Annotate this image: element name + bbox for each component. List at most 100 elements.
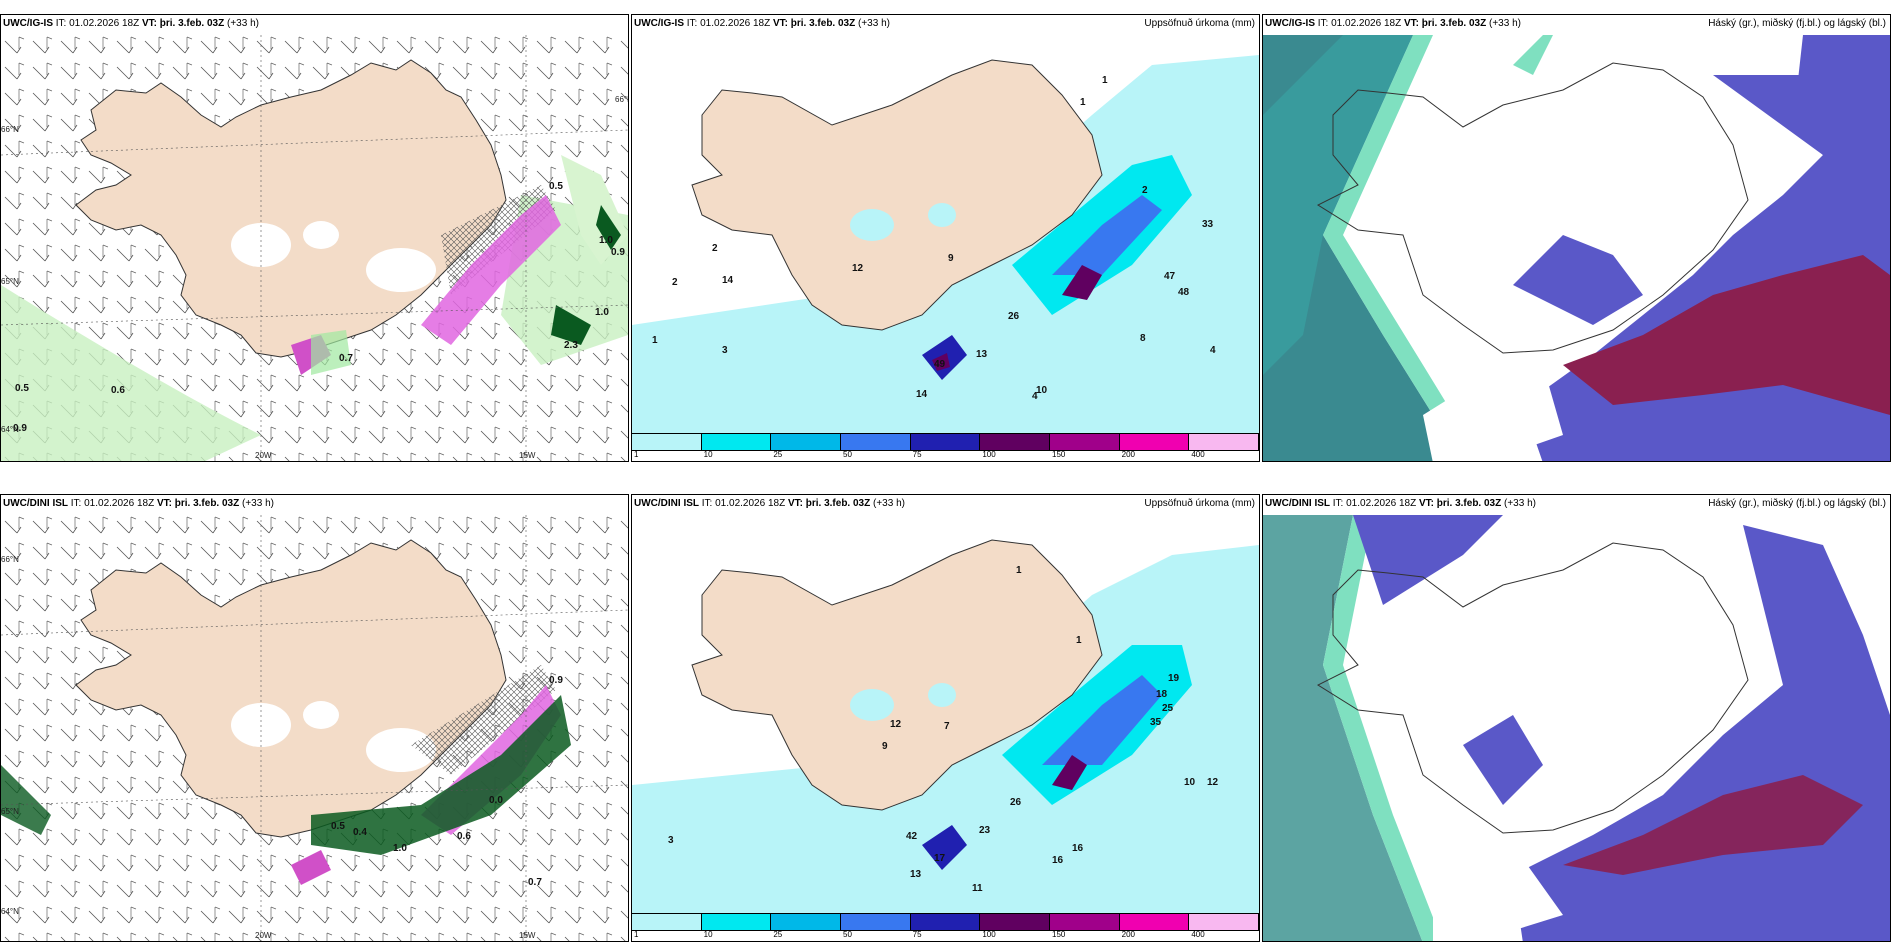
colorbar-label: 75 xyxy=(912,450,922,459)
precip-value: 47 xyxy=(1164,271,1176,282)
colorbar-swatch xyxy=(1119,914,1190,930)
colorbar-label: 10 xyxy=(703,930,713,939)
precip-value: 14 xyxy=(916,389,928,400)
lat-label: 65°N xyxy=(1,277,19,286)
precip-colorbar xyxy=(632,433,1259,451)
precip-map xyxy=(632,35,1259,433)
lat-label: 66°N xyxy=(615,95,628,104)
lat-label: 64°N xyxy=(1,907,19,916)
colorbar-label: 25 xyxy=(773,450,783,459)
colorbar-label: 400 xyxy=(1191,450,1205,459)
lat-label: 66°N xyxy=(1,125,19,134)
precip-value: 13 xyxy=(976,349,988,360)
precip-value: 2 xyxy=(1142,185,1148,196)
colorbar-label: 1 xyxy=(634,930,639,939)
wind-value: 0.9 xyxy=(611,247,625,258)
map-panel-top-precip: UWC/IG-IS IT: 01.02.2026 18Z VT: þri. 3.… xyxy=(631,14,1260,462)
precip-value: 1 xyxy=(1102,75,1108,86)
lon-label: 20W xyxy=(255,451,272,460)
colorbar-label: 10 xyxy=(703,450,713,459)
precip-value: 17 xyxy=(934,853,946,864)
wind-value: 0.5 xyxy=(15,383,29,394)
precip-value: 25 xyxy=(1162,703,1174,714)
colorbar-swatch xyxy=(841,914,911,930)
wind-value: 1.0 xyxy=(595,307,609,318)
wind-map xyxy=(1,515,628,941)
colorbar-swatch xyxy=(841,434,911,450)
precip-value: 12 xyxy=(1207,777,1219,788)
panel-variable: Háský (gr.), miðský (fj.bl.) og lágský (… xyxy=(1708,18,1886,29)
panel-variable: Uppsöfnuð úrkoma (mm) xyxy=(1144,18,1255,29)
wind-value: 1.0 xyxy=(393,843,407,854)
colorbar-swatch xyxy=(771,434,842,450)
panel-title: UWC/IG-IS IT: 01.02.2026 18Z VT: þri. 3.… xyxy=(634,18,890,29)
map-panel-bottom-precip: UWC/DINI ISL IT: 01.02.2026 18Z VT: þri.… xyxy=(631,494,1260,942)
colorbar-swatch xyxy=(1189,914,1259,930)
wind-value: 0.9 xyxy=(13,423,27,434)
precip-value: 2 xyxy=(712,243,718,254)
colorbar-label: 200 xyxy=(1121,450,1136,459)
precip-value: 1 xyxy=(652,335,658,346)
precip-value: 26 xyxy=(1010,797,1022,808)
lat-label: 64°N xyxy=(1,425,19,434)
wind-value: 1.0 xyxy=(599,235,613,246)
colorbar-swatch xyxy=(1050,434,1120,450)
panel-variable: Háský (gr.), miðský (fj.bl.) og lágský (… xyxy=(1708,498,1886,509)
precip-value: 7 xyxy=(944,721,950,732)
precip-value: 9 xyxy=(948,253,954,264)
colorbar-swatch xyxy=(910,914,981,930)
precip-value: 13 xyxy=(910,869,922,880)
map-panel-top-wind: UWC/IG-IS IT: 01.02.2026 18Z VT: þri. 3.… xyxy=(0,14,629,462)
colorbar-swatch xyxy=(980,914,1051,930)
wind-value: 0.9 xyxy=(549,675,563,686)
colorbar-label: 1 xyxy=(634,450,639,459)
precip-value: 11 xyxy=(972,883,983,894)
precip-value: 42 xyxy=(906,831,918,842)
precip-map xyxy=(632,515,1259,913)
precip-value: 19 xyxy=(1168,673,1180,684)
wind-value: 0.0 xyxy=(489,795,503,806)
colorbar-swatch xyxy=(701,434,772,450)
wind-value: 0.4 xyxy=(353,827,367,838)
clouds-map xyxy=(1263,35,1890,461)
map-panel-bottom-wind: UWC/DINI ISL IT: 01.02.2026 18Z VT: þri.… xyxy=(0,494,629,942)
precip-value: 48 xyxy=(1178,287,1190,298)
precip-value: 26 xyxy=(1008,311,1020,322)
map-panel-bottom-clouds: UWC/DINI ISL IT: 01.02.2026 18Z VT: þri.… xyxy=(1262,494,1891,942)
wind-value: 0.5 xyxy=(549,181,563,192)
colorbar-swatch xyxy=(632,914,702,930)
precip-value: 18 xyxy=(1156,689,1168,700)
precip-value: 33 xyxy=(1202,219,1214,230)
wind-value: 2.3 xyxy=(564,340,578,351)
precip-colorbar-labels: 1 10 25 50 75 100 150 200 400 xyxy=(632,929,1259,941)
wind-value: 0.7 xyxy=(528,877,542,888)
precip-value: 4 xyxy=(1032,391,1038,402)
colorbar-label: 150 xyxy=(1052,930,1066,939)
panel-title: UWC/IG-IS IT: 01.02.2026 18Z VT: þri. 3.… xyxy=(3,18,259,29)
colorbar-swatch xyxy=(771,914,842,930)
precip-colorbar-labels: 1 10 25 50 75 100 150 200 400 xyxy=(632,449,1259,461)
precip-value: 4 xyxy=(1210,345,1216,356)
colorbar-label: 200 xyxy=(1121,930,1136,939)
precip-colorbar xyxy=(632,913,1259,931)
precip-value: 2 xyxy=(672,277,678,288)
wind-map xyxy=(1,35,628,461)
panel-title: UWC/IG-IS IT: 01.02.2026 18Z VT: þri. 3.… xyxy=(1265,18,1521,29)
wind-value: 0.5 xyxy=(331,821,345,832)
precip-value: 16 xyxy=(1072,843,1084,854)
precip-value: 1 xyxy=(1080,97,1086,108)
lat-label: 66°N xyxy=(1,555,19,564)
precip-value: 10 xyxy=(1184,777,1196,788)
colorbar-swatch xyxy=(1119,434,1190,450)
wind-value: 0.6 xyxy=(457,831,471,842)
colorbar-label: 100 xyxy=(982,450,996,459)
precip-value: 35 xyxy=(1150,717,1162,728)
precip-value: 16 xyxy=(1052,855,1064,866)
lat-label: 65°N xyxy=(1,807,19,816)
panel-title: UWC/DINI ISL IT: 01.02.2026 18Z VT: þri.… xyxy=(634,498,905,509)
colorbar-swatch xyxy=(910,434,981,450)
precip-value: 3 xyxy=(668,835,674,846)
wind-value: 0.7 xyxy=(339,353,353,364)
colorbar-label: 100 xyxy=(982,930,996,939)
precip-value: 8 xyxy=(1140,333,1146,344)
